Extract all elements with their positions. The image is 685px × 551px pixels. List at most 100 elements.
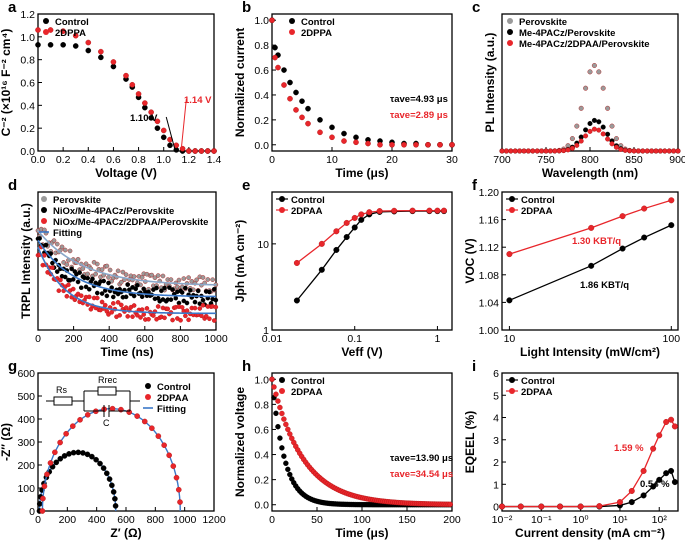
data-point-red	[628, 487, 635, 494]
data-point-red	[671, 423, 678, 430]
data-point-gray	[205, 277, 211, 282]
data-point-red	[409, 207, 416, 214]
data-point-black	[83, 284, 89, 290]
data-point-red	[126, 409, 132, 415]
x-tick-label: 0.6	[106, 154, 121, 166]
data-point-red	[351, 214, 358, 221]
y-tick-label: 1.2	[20, 9, 35, 21]
data-point-gray	[613, 136, 619, 142]
data-point-black	[299, 98, 305, 104]
data-point-black	[97, 460, 103, 467]
data-point-gray	[75, 256, 81, 262]
x-tick-label: 0.4	[81, 154, 96, 166]
y-tick-label: 300	[17, 437, 35, 449]
data-point-gray	[181, 276, 187, 281]
data-point-gray	[186, 275, 191, 280]
legend-label: Fitting	[53, 228, 82, 239]
legend-label: Control	[157, 382, 191, 393]
data-point-black	[60, 42, 66, 48]
data-point-red	[434, 207, 441, 214]
data-point-red	[365, 140, 371, 147]
data-point-red	[503, 148, 509, 154]
data-point-black	[192, 299, 198, 305]
circuit-label: Rrec	[98, 375, 118, 385]
y-tick-label: 0.4	[254, 90, 269, 102]
circuit-label: C	[103, 418, 110, 428]
data-point-black	[70, 449, 77, 456]
data-point-red	[613, 144, 619, 150]
data-point-red	[499, 148, 505, 154]
data-point-black	[48, 251, 54, 256]
panel-i: i 10⁻² 10⁻¹ 10⁰ 10¹ 10² 0 1 2 3 4 5 6 Current density…	[463, 358, 679, 540]
y-tick-label: 0.0	[20, 146, 35, 158]
y-axis-label: Jph (mA cm⁻²)	[233, 220, 247, 303]
data-point-red	[200, 302, 206, 308]
data-point-black	[293, 297, 300, 304]
data-point-gray	[123, 272, 129, 277]
annotation: τave=4.93 μs	[390, 94, 448, 105]
data-point-red	[657, 148, 663, 154]
data-point-red	[622, 147, 628, 153]
data-point-red	[86, 294, 92, 300]
data-point-red	[63, 430, 69, 437]
x-tick-label: 20	[386, 154, 398, 166]
data-point-gray	[152, 275, 158, 281]
y-axis-label: Normalized current	[233, 28, 247, 137]
legend-marker	[289, 29, 295, 35]
data-point-black	[57, 455, 64, 462]
panel-letter: a	[8, 0, 17, 16]
data-point-black	[184, 300, 190, 306]
data-point-red	[161, 442, 167, 449]
data-point-black	[211, 286, 217, 292]
x-tick-label: 0.0	[31, 154, 46, 166]
data-point-red	[198, 148, 205, 154]
data-point-black	[110, 489, 117, 495]
data-point-red	[211, 318, 217, 323]
data-point-black	[173, 295, 179, 301]
y-tick-label: 0.8	[254, 40, 269, 52]
data-point-red	[130, 314, 135, 319]
legend-marker	[509, 388, 515, 394]
data-point-red	[179, 305, 185, 310]
data-point-red	[640, 148, 646, 154]
data-point-red	[413, 141, 419, 148]
data-point-black	[72, 43, 79, 49]
panel-d: d 0 200 400 600 800 1000 Time (ns) TRPL Intensit…	[8, 177, 228, 359]
panel-letter: c	[472, 0, 480, 16]
x-tick-label: 700	[493, 154, 511, 166]
data-point-black	[69, 266, 74, 272]
data-point-red	[557, 503, 564, 510]
data-point-red	[317, 129, 323, 136]
y-axis-label: -Z″ (Ω)	[0, 423, 13, 461]
data-point-red	[556, 148, 562, 154]
panel-letter: i	[472, 358, 476, 375]
y-tick-label: 4	[493, 413, 499, 425]
data-point-red	[287, 431, 293, 437]
x-tick-label: 400	[88, 514, 106, 526]
circuit-resistor	[97, 386, 117, 396]
data-point-red	[52, 449, 58, 456]
data-point-black	[318, 266, 325, 273]
data-point-red	[506, 251, 513, 258]
panel-g: g 0 200 400 600 800 1000 1200 0 100 200 300 400 500 60…	[0, 358, 226, 540]
data-point-black	[75, 449, 82, 456]
data-point-gray	[176, 277, 182, 283]
data-point-red	[211, 148, 217, 154]
data-point-red	[98, 48, 104, 55]
data-point-red	[58, 277, 63, 283]
y-tick-label: 3	[493, 435, 499, 447]
data-point-red	[389, 141, 395, 148]
data-point-red	[583, 133, 589, 139]
data-point-red	[78, 293, 84, 298]
legend-label: NiOx/Me-4PACz/Perovskite	[53, 206, 174, 217]
y-tick-label: 0	[493, 502, 499, 514]
x-axis-label: Time (ns)	[100, 345, 153, 359]
legend-label: 2DPAA	[291, 387, 323, 398]
data-point-red	[155, 433, 162, 439]
x-tick-label: 50	[311, 514, 323, 526]
panel-letter: e	[242, 177, 250, 194]
data-point-red	[165, 306, 171, 312]
data-point-gray	[83, 261, 89, 267]
data-point-red	[281, 82, 287, 88]
data-point-red	[644, 148, 650, 154]
